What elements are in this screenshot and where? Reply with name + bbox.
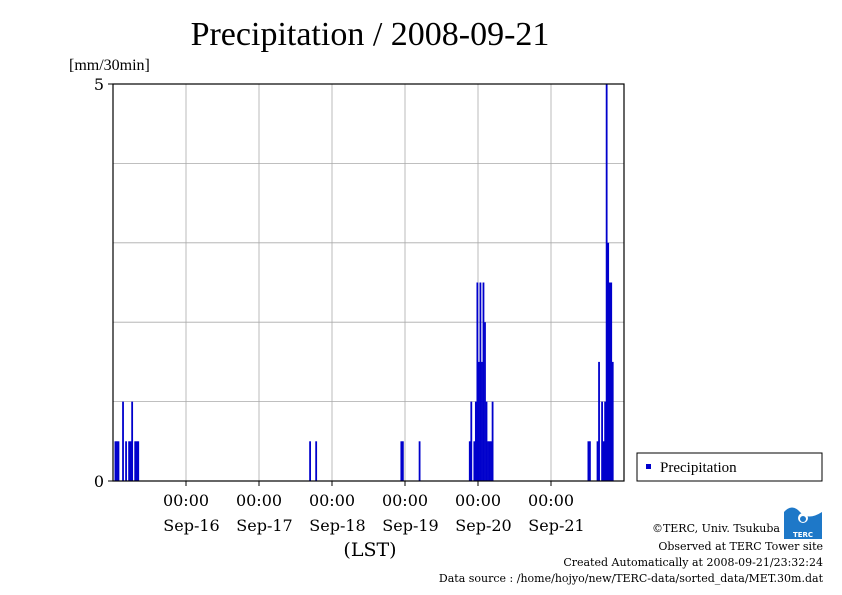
bar-series	[114, 84, 614, 481]
precipitation-bar	[468, 441, 471, 481]
observed-site-text: Observed at TERC Tower site	[658, 540, 823, 553]
precipitation-bar	[479, 282, 482, 481]
copyright-text: ©TERC, Univ. Tsukuba	[652, 522, 780, 535]
logo-text: TERC	[793, 531, 813, 539]
precipitation-bar	[134, 441, 137, 481]
precipitation-bar	[470, 401, 473, 481]
precipitation-bar	[478, 361, 480, 481]
legend-swatch	[646, 464, 651, 469]
precipitation-bar	[485, 401, 488, 481]
precipitation-bar	[418, 441, 421, 481]
precipitation-bar	[491, 401, 494, 481]
precipitation-bar	[587, 441, 590, 481]
precipitation-bar	[129, 441, 132, 481]
y-tick-label: 0	[94, 472, 104, 491]
precipitation-bar	[474, 401, 477, 481]
precipitation-bar	[484, 322, 486, 481]
precipitation-bar	[476, 282, 479, 481]
precipitation-bar	[135, 441, 138, 481]
precipitation-bar	[608, 282, 611, 481]
x-tick-date-label: Sep-21	[528, 516, 584, 535]
x-tick-date-label: Sep-18	[309, 516, 365, 535]
precipitation-bar	[137, 441, 140, 481]
legend: Precipitation	[636, 452, 823, 482]
x-tick-time-label: 00:00	[528, 491, 574, 510]
precipitation-bar	[604, 401, 607, 481]
created-timestamp-text: Created Automatically at 2008-09-21/23:3…	[563, 556, 823, 569]
precipitation-bar	[488, 441, 491, 481]
y-tick-label: 5	[94, 75, 104, 94]
precipitation-bar	[605, 84, 608, 481]
precipitation-bar	[131, 401, 134, 481]
precipitation-bar	[482, 282, 485, 481]
precipitation-bar	[128, 441, 131, 481]
precipitation-bar	[601, 401, 603, 481]
precipitation-bar	[611, 361, 614, 481]
y-axis: 05	[94, 75, 113, 491]
x-tick-date-label: Sep-20	[455, 516, 511, 535]
precipitation-bar	[117, 441, 120, 481]
grid-lines	[113, 84, 624, 481]
x-tick-date-label: Sep-19	[382, 516, 438, 535]
data-source-text: Data source : /home/hojyo/new/TERC-data/…	[439, 572, 824, 585]
chart-title: Precipitation / 2008-09-21	[191, 16, 550, 53]
precipitation-bar	[401, 441, 404, 481]
x-tick-time-label: 00:00	[455, 491, 501, 510]
precipitation-bar	[490, 441, 492, 481]
plot-frame	[112, 83, 625, 482]
precipitation-bar	[315, 441, 318, 481]
legend-box	[636, 452, 823, 482]
x-tick-time-label: 00:00	[236, 491, 282, 510]
x-tick-date-label: Sep-17	[236, 516, 292, 535]
precipitation-bar	[473, 441, 476, 481]
precipitation-bar	[487, 441, 489, 481]
precipitation-bar	[122, 401, 124, 481]
precipitation-bar	[598, 361, 600, 481]
precipitation-bar	[602, 441, 605, 481]
x-axis-label: (LST)	[343, 539, 396, 561]
x-axis: 00:00 Sep-16 00:00 Sep-17 00:00 Sep-18 00:00 Se…	[163, 481, 585, 535]
precipitation-bar	[116, 441, 118, 481]
x-tick-time-label: 00:00	[309, 491, 355, 510]
precipitation-bar	[596, 441, 599, 481]
y-axis-unit-label: [mm/30min]	[69, 57, 150, 74]
precipitation-bar	[589, 441, 591, 481]
precipitation-bar	[400, 441, 403, 481]
legend-label: Precipitation	[660, 460, 737, 476]
x-tick-time-label: 00:00	[163, 491, 209, 510]
precipitation-bar	[607, 242, 610, 481]
precipitation-bar	[114, 441, 117, 481]
precipitation-bar	[481, 361, 483, 481]
precipitation-bar	[125, 441, 127, 481]
x-tick-time-label: 00:00	[382, 491, 428, 510]
terc-logo: TERC	[784, 503, 822, 539]
precipitation-bar	[309, 441, 311, 481]
x-tick-date-label: Sep-16	[163, 516, 219, 535]
precipitation-bar	[610, 282, 613, 481]
